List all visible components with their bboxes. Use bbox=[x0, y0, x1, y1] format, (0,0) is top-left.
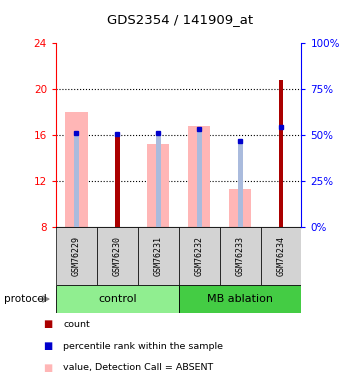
Text: GSM76232: GSM76232 bbox=[195, 236, 204, 276]
Text: GDS2354 / 141909_at: GDS2354 / 141909_at bbox=[108, 13, 253, 26]
Text: GSM76230: GSM76230 bbox=[113, 236, 122, 276]
Text: ■: ■ bbox=[43, 363, 53, 373]
Bar bbox=[115, 134, 120, 227]
Text: control: control bbox=[98, 294, 136, 304]
Bar bbox=[229, 189, 251, 227]
FancyBboxPatch shape bbox=[56, 227, 97, 285]
Text: ■: ■ bbox=[43, 341, 53, 351]
Text: GSM76233: GSM76233 bbox=[236, 236, 244, 276]
Text: count: count bbox=[63, 320, 90, 329]
Bar bbox=[188, 126, 210, 227]
FancyBboxPatch shape bbox=[261, 227, 301, 285]
Bar bbox=[279, 80, 283, 227]
Text: percentile rank within the sample: percentile rank within the sample bbox=[63, 342, 223, 351]
Bar bbox=[279, 127, 283, 227]
Bar bbox=[238, 141, 243, 227]
FancyBboxPatch shape bbox=[97, 227, 138, 285]
Bar bbox=[156, 133, 161, 227]
Text: GSM76229: GSM76229 bbox=[72, 236, 81, 276]
FancyBboxPatch shape bbox=[219, 227, 261, 285]
Bar bbox=[147, 144, 170, 227]
Text: GSM76234: GSM76234 bbox=[277, 236, 286, 276]
FancyBboxPatch shape bbox=[179, 285, 301, 313]
FancyBboxPatch shape bbox=[56, 285, 179, 313]
FancyBboxPatch shape bbox=[138, 227, 179, 285]
Bar bbox=[115, 137, 120, 227]
Text: protocol: protocol bbox=[4, 294, 46, 304]
Text: value, Detection Call = ABSENT: value, Detection Call = ABSENT bbox=[63, 363, 213, 372]
FancyBboxPatch shape bbox=[179, 227, 219, 285]
Text: GSM76231: GSM76231 bbox=[154, 236, 163, 276]
Bar bbox=[65, 112, 88, 227]
Text: MB ablation: MB ablation bbox=[207, 294, 273, 304]
Bar bbox=[74, 133, 79, 227]
Bar bbox=[197, 129, 201, 227]
Text: ■: ■ bbox=[43, 320, 53, 329]
